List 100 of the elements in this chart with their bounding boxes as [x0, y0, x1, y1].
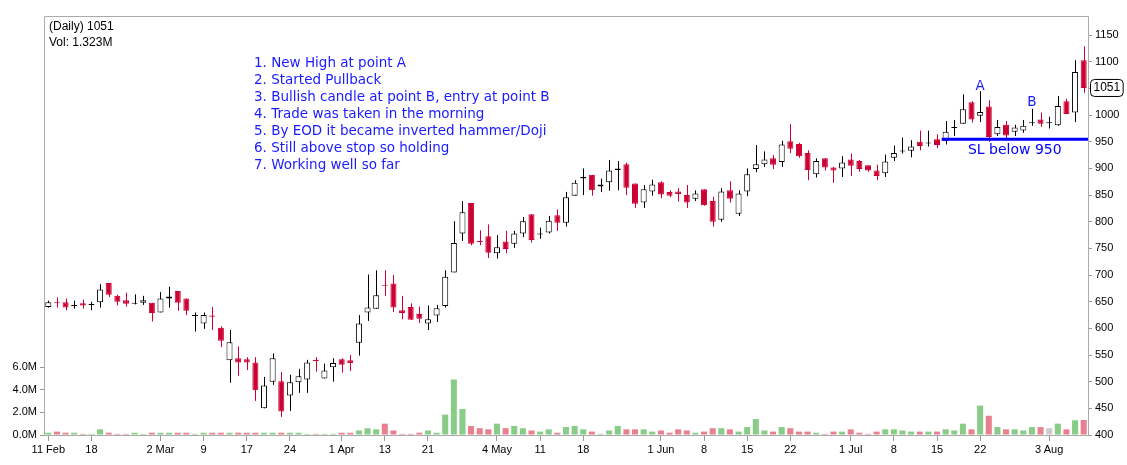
bar [933, 431, 941, 435]
bar [649, 431, 656, 435]
x-tick-label: 22 [784, 442, 797, 455]
x-tick-label: 17 [240, 442, 253, 455]
x-tick-label: 18 [85, 442, 98, 455]
candlestick [528, 213, 535, 244]
bar [890, 429, 897, 435]
candlestick [778, 140, 785, 168]
bar [623, 429, 630, 435]
x-tick-label: 4 May [481, 442, 513, 455]
bar [882, 429, 889, 435]
x-tick-label: 8 [700, 442, 708, 455]
bar [675, 429, 682, 435]
bar [839, 431, 846, 435]
candlestick [787, 123, 794, 154]
bar [1011, 429, 1018, 435]
x-tick-label: 18 [577, 442, 590, 455]
y-tick-label: 550 [1095, 348, 1114, 361]
candlestick [752, 144, 759, 173]
bar [493, 423, 500, 435]
candlestick [493, 234, 500, 260]
candlestick [399, 295, 406, 320]
x-tick-label: 24 [283, 442, 297, 455]
bar [588, 431, 595, 435]
x-tick-label: 11 Feb [31, 442, 66, 455]
bar [528, 430, 535, 435]
x-tick-label: 22 [974, 442, 987, 455]
bar [511, 425, 518, 435]
bar [701, 431, 708, 435]
bar [381, 423, 388, 435]
candlestick [959, 93, 966, 125]
candlestick [355, 314, 362, 357]
bar [614, 425, 621, 435]
bar [657, 430, 664, 435]
x-tick-label: 1 Apr [328, 442, 355, 455]
bar [726, 429, 733, 435]
candlestick [390, 274, 397, 313]
candlestick [269, 352, 276, 386]
bar [519, 428, 526, 435]
candlestick [485, 223, 492, 259]
candlestick [882, 154, 889, 178]
annotation: A [975, 76, 986, 93]
annotation: 5. By EOD it became inverted hammer/Doji [254, 121, 547, 138]
bar [580, 429, 587, 435]
bar [450, 379, 457, 435]
bar [916, 431, 923, 435]
x-tick-label: 2 Mar [146, 442, 175, 455]
bar [847, 429, 854, 435]
x-tick-label: 1 Jun [647, 442, 675, 455]
annotation: 1051 [1093, 80, 1121, 95]
bar [476, 428, 483, 435]
bar [1063, 429, 1070, 435]
candlestick [1054, 95, 1061, 127]
candlestick [606, 159, 613, 192]
bar [804, 431, 811, 435]
x-tick-label: 8 [890, 442, 897, 455]
candlestick [623, 162, 630, 196]
bar [959, 423, 966, 435]
y-tick-label: 750 [1095, 241, 1114, 254]
annotation: 7. Working well so far [254, 155, 401, 172]
bar [744, 427, 751, 435]
bar [53, 431, 60, 435]
y-tick-label: 650 [1095, 294, 1114, 307]
candlestick [968, 100, 975, 124]
bar [735, 431, 742, 435]
y-tick-label: 1150 [1095, 28, 1119, 41]
bar [1028, 427, 1035, 435]
y-tick-label: 400 [1095, 428, 1114, 441]
candlestick [562, 191, 570, 228]
bar [994, 427, 1001, 435]
bar [1072, 420, 1079, 435]
bar [442, 414, 449, 435]
bar [899, 430, 906, 435]
bar [364, 428, 371, 435]
bar [752, 419, 759, 435]
bar [977, 405, 984, 435]
y-tick-label: 850 [1095, 188, 1114, 201]
candlestick [804, 149, 811, 181]
candlestick [174, 290, 181, 312]
annotation: 4. Trade was taken in the morning [254, 104, 485, 121]
candlestick [640, 184, 647, 209]
bar [1037, 427, 1044, 435]
bar [424, 430, 431, 435]
bar [545, 429, 552, 435]
x-tick-label: 21 [421, 442, 435, 455]
candlestick [977, 90, 984, 123]
bar [606, 430, 613, 435]
candlestick [726, 180, 733, 204]
bar [1003, 429, 1010, 435]
bar [571, 425, 578, 435]
candlestick [459, 200, 466, 242]
bar [562, 427, 570, 435]
candlestick [813, 157, 820, 179]
candlestick [304, 359, 311, 394]
bar [640, 429, 647, 435]
y2-tick-label: 4.0M [12, 382, 37, 395]
y-tick-label: 900 [1095, 161, 1114, 174]
y-tick-label: 450 [1095, 401, 1114, 414]
bar [373, 429, 380, 435]
bar [787, 428, 794, 435]
